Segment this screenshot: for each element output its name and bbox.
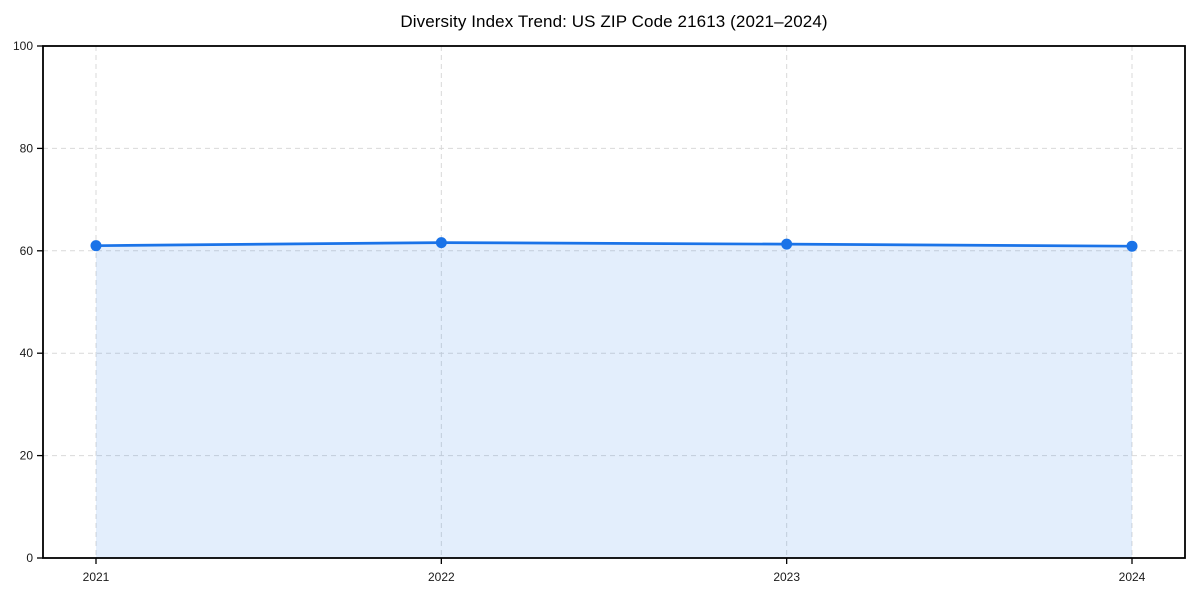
data-point-marker [1126, 240, 1138, 252]
y-tick-label: 60 [20, 244, 34, 258]
x-axis-ticks: 2021 2022 2023 2024 [83, 558, 1146, 584]
x-tick-label: 2021 [83, 570, 110, 584]
y-tick-label: 100 [13, 39, 33, 53]
area-fill [96, 242, 1132, 558]
series-line [94, 241, 1134, 248]
x-tick-label: 2022 [428, 570, 455, 584]
plot-border [42, 45, 1186, 559]
x-tick-label: 2023 [773, 570, 800, 584]
y-tick-label: 40 [20, 346, 34, 360]
y-tick-label: 0 [26, 551, 33, 565]
y-tick-label: 20 [20, 449, 34, 463]
data-point-marker [781, 238, 793, 250]
gridlines [43, 46, 1185, 558]
chart-title: Diversity Index Trend: US ZIP Code 21613… [400, 12, 828, 31]
y-axis-ticks: 0 20 40 60 80 100 [13, 39, 43, 565]
trend-line [94, 241, 1134, 248]
data-point-marker [435, 237, 447, 249]
y-tick-label: 80 [20, 141, 34, 155]
data-points [90, 237, 1138, 252]
x-tick-label: 2024 [1119, 570, 1146, 584]
data-point-marker [90, 240, 102, 252]
series-area [96, 242, 1132, 558]
axes-frame [42, 45, 1186, 559]
